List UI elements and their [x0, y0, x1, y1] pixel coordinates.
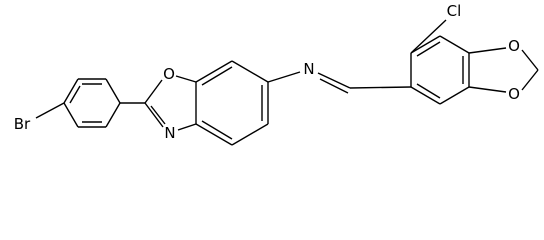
bonds: [35, 19, 539, 146]
structure-diagram: Br O N N Cl O O: [14, 2, 539, 146]
atom-label: N: [303, 60, 314, 78]
atom-label: N: [164, 124, 175, 142]
atom-label: O: [163, 65, 175, 83]
atom-labels: Br O N N Cl O O: [14, 2, 520, 142]
atom-label: O: [508, 37, 520, 55]
atom-label: O: [508, 85, 520, 103]
atom-label: Br: [14, 115, 31, 133]
atom-label: Cl: [447, 2, 462, 20]
